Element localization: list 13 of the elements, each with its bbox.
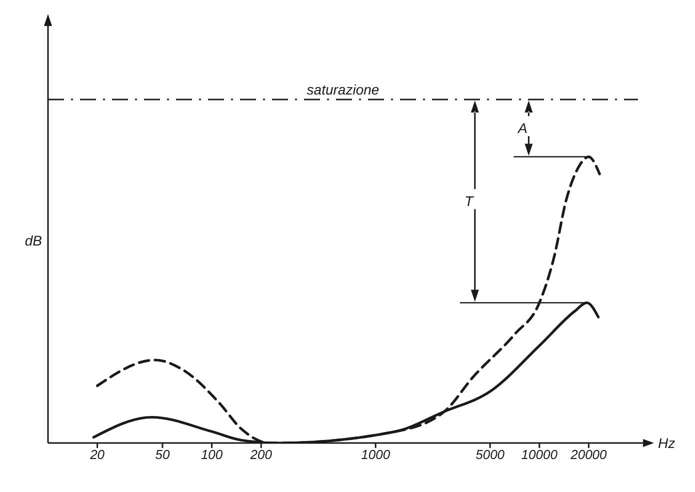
annotation: T <box>464 193 475 210</box>
x-axis-title: Hz <box>658 435 676 451</box>
x-tick-label: 200 <box>249 447 273 462</box>
x-tick-label: 20000 <box>570 447 608 462</box>
ref-line-label: saturazione <box>306 81 380 98</box>
x-tick-label: 50 <box>155 447 170 462</box>
text: A <box>517 120 528 136</box>
x-tick-label: 20 <box>89 447 106 462</box>
y-axis-title: dB <box>24 232 42 248</box>
x-tick-label: 10000 <box>521 447 558 462</box>
x-tick-label: 100 <box>200 447 224 462</box>
x-tick-label: 1000 <box>361 447 391 462</box>
x-tick-label: 5000 <box>476 447 506 462</box>
